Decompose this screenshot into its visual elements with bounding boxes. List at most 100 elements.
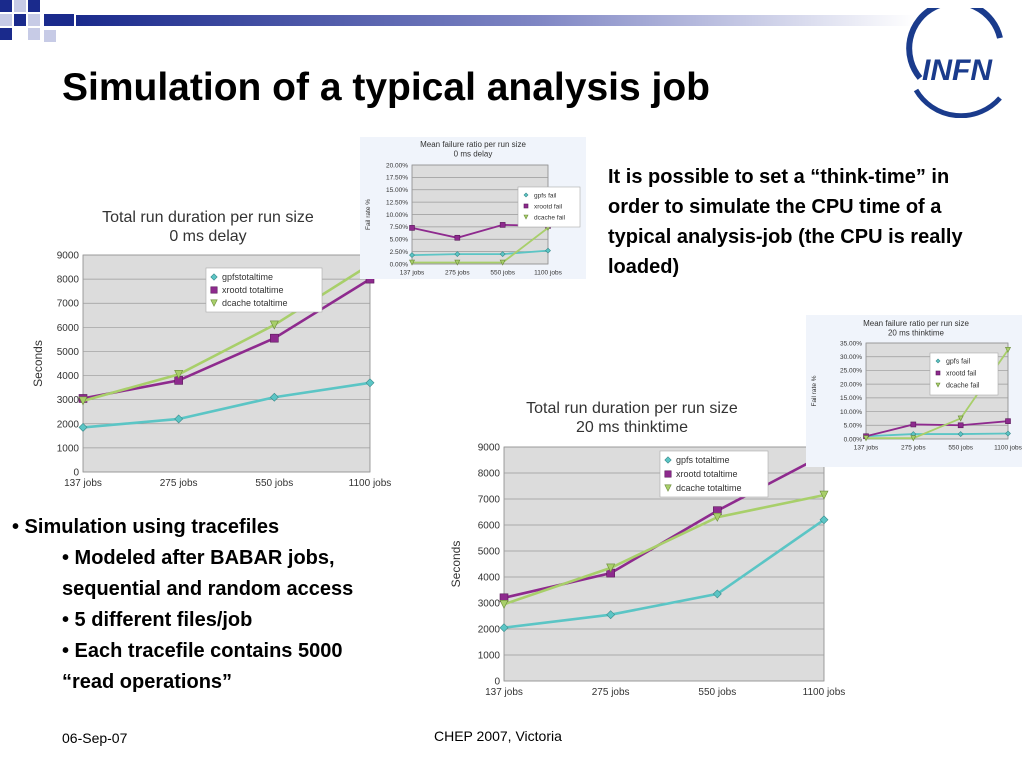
series-line bbox=[503, 518, 825, 629]
chart-title: Mean failure ratio per run size bbox=[420, 140, 526, 149]
y-tick-label: 2000 bbox=[478, 625, 501, 636]
y-tick-label: 4000 bbox=[57, 371, 80, 382]
data-point bbox=[910, 435, 917, 442]
data-point bbox=[712, 512, 722, 522]
x-tick-label: 1100 jobs bbox=[349, 478, 392, 489]
y-tick-label: 8000 bbox=[57, 275, 80, 286]
y-tick-label: 1000 bbox=[57, 443, 80, 454]
data-point bbox=[499, 259, 506, 266]
footer-date: 06-Sep-07 bbox=[62, 730, 128, 746]
y-tick-label: 0.00% bbox=[844, 436, 863, 443]
data-point bbox=[957, 431, 964, 437]
chart-title: Mean failure ratio per run size bbox=[863, 319, 969, 328]
y-tick-label: 5.00% bbox=[390, 237, 409, 244]
y-tick-label: 9000 bbox=[57, 251, 80, 262]
data-point bbox=[210, 286, 218, 294]
legend-box bbox=[929, 352, 999, 396]
x-tick-label: 550 jobs bbox=[255, 478, 293, 489]
data-point bbox=[935, 382, 941, 388]
y-tick-label: 2.50% bbox=[390, 249, 409, 256]
y-tick-label: 5.00% bbox=[844, 423, 863, 430]
legend-entry: xrootd fail bbox=[946, 370, 977, 377]
data-point bbox=[664, 484, 672, 492]
legend-box bbox=[517, 186, 581, 228]
data-point bbox=[545, 247, 551, 254]
decor-square bbox=[28, 0, 40, 12]
x-tick-label: 1100 jobs bbox=[803, 687, 846, 698]
y-tick-label: 8000 bbox=[478, 469, 501, 480]
y-tick-label: 7.50% bbox=[390, 224, 409, 231]
decor-square bbox=[28, 28, 40, 40]
data-point bbox=[1005, 418, 1011, 424]
legend-entry: xrootd fail bbox=[534, 203, 563, 210]
y-tick-label: 20.00% bbox=[386, 162, 408, 169]
y-tick-label: 15.00% bbox=[840, 395, 862, 402]
data-point bbox=[499, 600, 509, 609]
data-point bbox=[409, 225, 415, 231]
x-tick-label: 137 jobs bbox=[64, 478, 102, 489]
y-tick-label: 6000 bbox=[478, 521, 501, 532]
chart-subtitle: 0 ms delay bbox=[169, 228, 246, 245]
footer-conference: CHEP 2007, Victoria bbox=[434, 728, 562, 744]
data-point bbox=[269, 320, 279, 330]
data-point bbox=[78, 422, 88, 432]
data-point bbox=[454, 234, 461, 241]
logo-text: INFN bbox=[922, 54, 993, 87]
y-tick-label: 1000 bbox=[478, 651, 501, 662]
infn-logo: INFN bbox=[906, 8, 1003, 118]
decor-square bbox=[44, 14, 74, 26]
chart-duration-0ms: Total run duration per run size 0 ms dela… bbox=[28, 200, 398, 495]
data-point bbox=[409, 259, 415, 266]
data-point bbox=[365, 378, 375, 388]
chart-title: Total run duration per run size bbox=[102, 209, 314, 226]
data-point bbox=[454, 251, 461, 258]
data-point bbox=[606, 610, 616, 620]
legend-entry: gpfs totaltime bbox=[676, 455, 730, 465]
bullet-item: • Each tracefile contains 5000 “read ope… bbox=[62, 640, 343, 693]
y-tick-label: 6000 bbox=[57, 323, 80, 334]
y-tick-label: 2000 bbox=[57, 419, 80, 430]
data-point bbox=[409, 252, 415, 259]
legend-entry: dcache totaltime bbox=[676, 483, 742, 493]
data-point bbox=[819, 490, 829, 500]
decor-square bbox=[14, 0, 26, 12]
bullet-item: • Modeled after BABAR jobs, sequential a… bbox=[62, 547, 354, 600]
x-tick-label: 275 jobs bbox=[592, 687, 630, 698]
think-time-note: It is possible to set a “think-time” in … bbox=[608, 166, 963, 278]
y-tick-label: 35.00% bbox=[840, 340, 862, 347]
legend-box bbox=[659, 450, 769, 498]
data-point bbox=[664, 470, 672, 478]
legend-box bbox=[205, 267, 323, 313]
y-tick-label: 7000 bbox=[478, 495, 501, 506]
x-tick-label: 550 jobs bbox=[948, 445, 973, 452]
y-tick-label: 10.00% bbox=[386, 212, 408, 219]
legend-entry: gpfs fail bbox=[534, 192, 557, 199]
chart-subtitle: 20 ms thinktime bbox=[576, 419, 688, 436]
y-tick-label: 25.00% bbox=[840, 368, 862, 375]
data-point bbox=[1005, 430, 1011, 437]
legend-entry: xrootd totaltime bbox=[676, 469, 738, 479]
y-tick-label: 5000 bbox=[57, 347, 80, 358]
y-tick-label: 12.50% bbox=[386, 199, 408, 206]
legend-entry: dcache fail bbox=[946, 382, 980, 389]
slide-title: Simulation of a typical analysis job bbox=[62, 66, 710, 109]
legend-entry: xrootd totaltime bbox=[222, 285, 284, 295]
y-axis-label: Seconds bbox=[31, 340, 45, 387]
y-tick-label: 10.00% bbox=[840, 409, 862, 416]
data-point bbox=[174, 370, 184, 380]
x-tick-label: 275 jobs bbox=[160, 478, 198, 489]
data-point bbox=[957, 422, 964, 429]
data-point bbox=[210, 273, 218, 281]
y-tick-label: 3000 bbox=[57, 395, 80, 406]
data-point bbox=[270, 333, 279, 343]
x-tick-label: 137 jobs bbox=[400, 270, 425, 277]
series-line bbox=[82, 381, 371, 429]
x-tick-label: 275 jobs bbox=[445, 270, 470, 277]
chart-title: Total run duration per run size bbox=[526, 400, 738, 417]
x-tick-label: 137 jobs bbox=[485, 687, 523, 698]
chart-duration-20ms: Total run duration per run size 20 ms thi… bbox=[442, 395, 846, 700]
y-tick-label: 20.00% bbox=[840, 381, 862, 388]
legend-entry: dcache fail bbox=[534, 214, 566, 221]
series-line bbox=[412, 227, 549, 264]
